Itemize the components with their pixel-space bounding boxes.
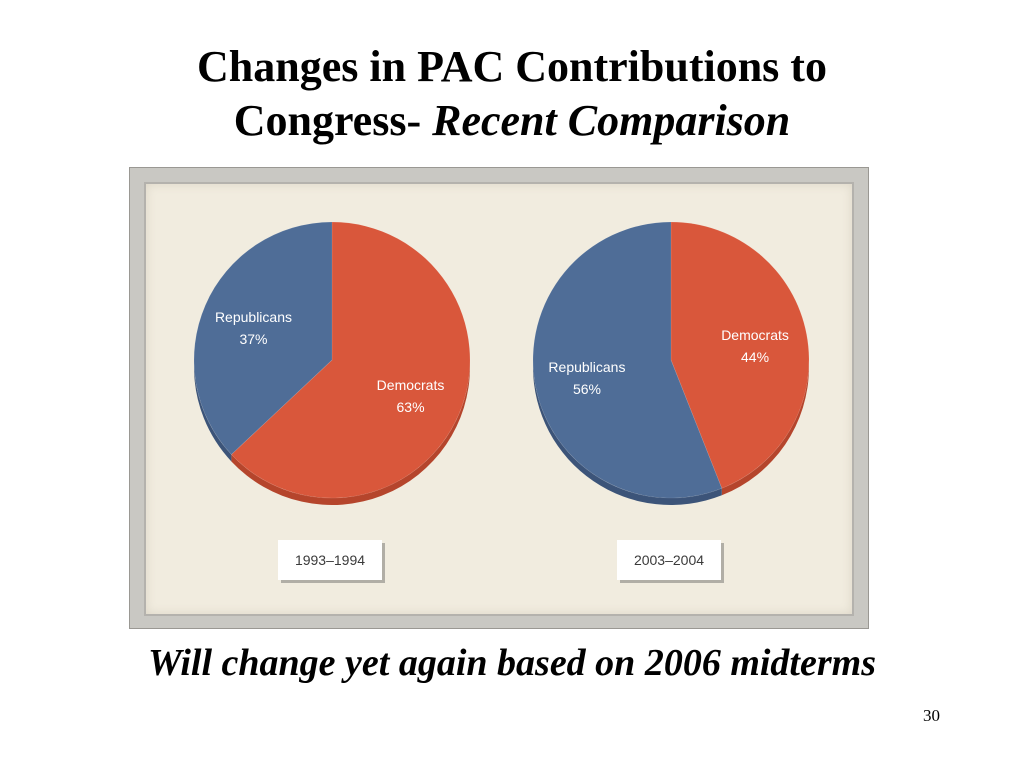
pie-1-edge-democrats: [721, 360, 809, 496]
pie-0-slice-republicans: [193, 221, 333, 455]
page-number: 30: [923, 706, 940, 725]
title-line-2: Congress- Recent Comparison: [0, 94, 1024, 148]
pie-0-percent-republicans: 37%: [239, 331, 267, 347]
pie-1-slice-republicans: [532, 221, 723, 499]
pie-1-label-republicans: Republicans: [548, 359, 625, 375]
pie-1-edge-republicans: [533, 360, 722, 505]
pie-0-edge-republicans: [194, 360, 232, 462]
pie-1-percent-republicans: 56%: [573, 381, 601, 397]
pie-charts: Democrats 63% Republicans 37% Democrats 44% Re…: [193, 221, 810, 506]
pie-1-percent-democrats: 44%: [741, 349, 769, 365]
pie-0-label-democrats: Democrats: [377, 377, 445, 393]
pie-0-percent-democrats: 63%: [397, 399, 425, 415]
slide-title: Changes in PAC Contributions to Congress…: [0, 40, 1024, 148]
pie-0-label-republicans: Republicans: [215, 309, 292, 325]
title-line-2-italic: Recent Comparison: [432, 96, 791, 145]
pie-1-label-democrats: Democrats: [721, 327, 789, 343]
pie-0-slice-democrats: [230, 221, 471, 499]
pie-1-slice-democrats: [670, 221, 810, 489]
title-line-2-prefix: Congress-: [233, 96, 433, 145]
footnote: Will change yet again based on 2006 midt…: [148, 642, 876, 684]
figure-panel: Democrats 63% Republicans 37% Democrats 44% Re…: [144, 182, 854, 616]
period-label-2003-2004: 2003–2004: [617, 540, 721, 580]
title-line-1: Changes in PAC Contributions to: [197, 42, 827, 91]
period-label-1993-1994: 1993–1994: [278, 540, 382, 580]
figure-frame: Democrats 63% Republicans 37% Democrats 44% Re…: [129, 167, 869, 629]
